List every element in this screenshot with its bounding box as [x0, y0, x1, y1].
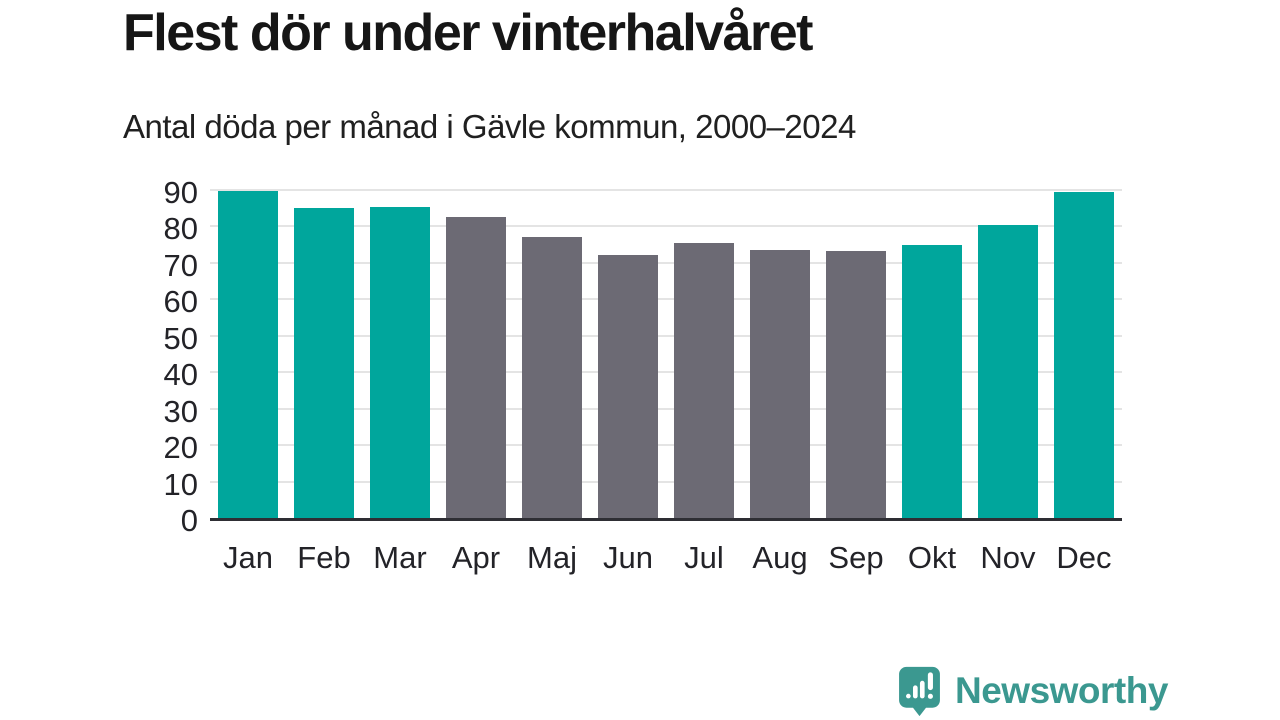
gridline-60 [210, 298, 1122, 301]
y-tick-label-90: 90 [163, 175, 198, 210]
bar-slot-feb [286, 193, 362, 518]
gridline-90 [210, 189, 1122, 191]
gridline-10 [210, 480, 1122, 483]
x-tick-label-dec: Dec [1056, 540, 1112, 575]
y-tick-label-70: 70 [163, 247, 198, 283]
x-tick-label-aug: Aug [752, 540, 808, 575]
bar-slot-dec [1046, 191, 1122, 518]
bar-sep [826, 250, 886, 518]
bars-row [210, 191, 1122, 518]
bar-slot-jan [210, 191, 286, 518]
bar-slot-okt [894, 193, 970, 518]
x-tick-label-feb: Feb [297, 540, 351, 575]
x-tick-label-nov: Nov [980, 540, 1036, 575]
plot-area [210, 189, 1122, 521]
bar-dec [1054, 191, 1114, 518]
bar-okt [902, 244, 962, 518]
y-tick-label-50: 50 [163, 320, 198, 356]
gridline-20 [210, 444, 1122, 447]
y-tick-label-80: 80 [163, 211, 198, 247]
bar-maj [522, 236, 582, 518]
x-axis: Jan Feb Mar Apr Maj Jun Jul Aug Sep Okt Nov Dec [210, 540, 1122, 580]
y-tick-label-10: 10 [163, 466, 198, 502]
gridline-50 [210, 334, 1122, 337]
y-axis: 0 10 20 30 40 50 60 70 80 90 [80, 177, 198, 537]
gridline-70 [210, 261, 1122, 264]
newsworthy-logo-icon [899, 666, 940, 717]
bar-mar [370, 207, 430, 518]
x-tick-label-apr: Apr [451, 540, 501, 575]
y-tick-label-20: 20 [163, 430, 198, 466]
x-tick-label-jun: Jun [603, 540, 653, 575]
x-tick-label-jul: Jul [684, 540, 724, 575]
y-tick-label-60: 60 [163, 284, 198, 320]
brand-logo: Newsworthy [897, 665, 1168, 717]
y-tick-label-40: 40 [163, 357, 198, 393]
bar-slot-mar [362, 193, 438, 518]
bar-slot-jun [590, 193, 666, 518]
chart-subtitle: Antal döda per månad i Gävle kommun, 200… [123, 108, 856, 145]
bar-jan [218, 191, 278, 518]
x-tick-label-jan: Jan [223, 540, 273, 575]
bar-apr [446, 217, 506, 518]
brand-name: Newsworthy [955, 670, 1168, 711]
bar-aug [750, 250, 810, 518]
chart-title: Flest dör under vinterhalvåret [123, 4, 813, 62]
y-tick-label-30: 30 [163, 393, 198, 429]
bar-slot-aug [742, 193, 818, 518]
bar-slot-sep [818, 193, 894, 518]
gridline-30 [210, 407, 1122, 410]
x-tick-label-okt: Okt [907, 540, 957, 575]
bar-slot-jul [666, 193, 742, 518]
x-tick-label-sep: Sep [828, 540, 884, 575]
bar-feb [294, 208, 354, 518]
bar-jul [674, 243, 734, 518]
x-tick-label-maj: Maj [527, 540, 577, 575]
bar-slot-apr [438, 193, 514, 518]
y-tick-label-0: 0 [180, 503, 198, 538]
bar-slot-maj [514, 193, 590, 518]
x-tick-label-mar: Mar [373, 540, 427, 575]
gridline-80 [210, 225, 1122, 228]
bar-nov [978, 225, 1038, 518]
bar-jun [598, 254, 658, 518]
bar-slot-nov [970, 193, 1046, 518]
gridline-40 [210, 371, 1122, 374]
